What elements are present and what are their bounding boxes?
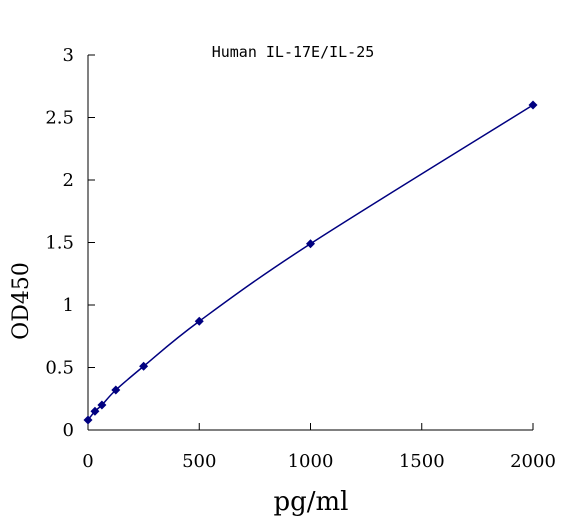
y-tick-label: 2.5 [45,108,74,129]
fit-curve-line [87,104,534,421]
data-point-marker [528,100,538,110]
x-tick-label: 1000 [288,451,334,472]
y-tick-label: 3 [63,45,74,66]
data-point-marker [90,406,100,416]
x-tick-label: 0 [82,451,93,472]
y-axis-title: OD450 [9,262,34,340]
y-tick-label: 1 [63,295,74,316]
data-point-marker [194,316,204,326]
x-tick-label: 500 [182,451,216,472]
y-tick-label: 1.5 [45,233,74,254]
y-tick-label: 2 [63,170,74,191]
y-tick-label: 0 [63,420,74,441]
chart-title: Human IL-17E/IL-25 [212,43,375,61]
y-axis-ticks: 0 0.5 1 1.5 2 2.5 3 [45,45,95,441]
data-point-marker [111,385,121,395]
y-tick-label: 0.5 [45,358,74,379]
data-point-marker [83,415,93,425]
x-axis-ticks: 0 500 1000 1500 2000 [82,423,556,472]
x-tick-label: 1500 [399,451,445,472]
data-points [83,100,538,425]
data-point-marker [139,361,149,371]
x-tick-label: 2000 [510,451,556,472]
x-axis-title: pg/ml [273,487,348,517]
data-point-marker [306,239,315,249]
data-point-marker [97,400,107,410]
